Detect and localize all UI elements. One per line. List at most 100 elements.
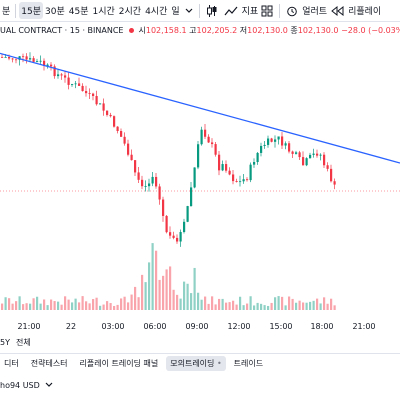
candle-body (95, 95, 98, 105)
candle-body (39, 60, 42, 62)
time-axis: 21:00 22 03:00 06:00 09:00 12:00 15:00 1… (0, 318, 400, 336)
candle-body (137, 172, 140, 180)
volume-bar (316, 298, 319, 310)
volume-bar (165, 269, 168, 310)
close-label: 종 (290, 25, 298, 35)
volume-bar (151, 243, 154, 310)
time-label: 22 (65, 322, 77, 331)
volume-bar (123, 296, 126, 310)
volume-bar (291, 298, 294, 310)
volume-bar (50, 299, 53, 310)
candle-body (267, 138, 270, 145)
timeframe-1h[interactable]: 1시간 (92, 7, 115, 17)
candlesticks (1, 52, 336, 247)
volume-bar (270, 302, 273, 310)
candle-body (74, 83, 77, 85)
volume-bar (88, 303, 91, 310)
volume-bar (25, 303, 28, 310)
ohlc-values: 시102,158.1 고102,205.2 저102,130.0 종102,13… (139, 25, 400, 36)
volume-bar (148, 262, 151, 310)
volume-bar (267, 305, 270, 310)
replay-rewind-icon[interactable] (330, 5, 344, 16)
timeframe-45m[interactable]: 45분 (68, 7, 89, 17)
candle-body (102, 103, 105, 111)
tab-pine-editor[interactable]: 디터 (4, 359, 19, 368)
range-5y[interactable]: 5Y (0, 338, 10, 347)
candle-body (204, 129, 207, 137)
replay-button[interactable]: 리플레이 (348, 7, 382, 17)
timeframe-4h[interactable]: 4시간 (145, 7, 168, 17)
timeframe-15m[interactable]: 15분 (19, 2, 44, 19)
range-all[interactable]: 전체 (15, 338, 31, 347)
trend-line[interactable] (0, 52, 400, 164)
volume-bar (46, 305, 49, 310)
time-label: 03:00 (101, 322, 125, 331)
candle-body (53, 66, 56, 77)
layout-grid-icon[interactable] (261, 5, 273, 17)
candle-body (18, 56, 21, 60)
symbol-title[interactable]: UAL CONTRACT · 15 · BINANCE (0, 25, 124, 35)
volume-bar (1, 303, 4, 310)
candle-body (295, 152, 298, 154)
indicators-button[interactable]: 지표 (241, 7, 259, 17)
indicators-icon[interactable] (224, 5, 238, 17)
volume-bar (92, 299, 95, 310)
volume-bar (64, 296, 67, 310)
volume-bar (253, 305, 256, 310)
candle-body (190, 187, 193, 207)
timeframe-30m[interactable]: 30분 (45, 7, 65, 17)
tab-trade[interactable]: 트레이드 (233, 359, 264, 368)
candle-body (151, 176, 154, 184)
chevron-down-icon (45, 381, 53, 390)
candle-body (221, 164, 224, 171)
alarm-clock-icon[interactable] (286, 5, 298, 17)
candle-body (109, 114, 112, 117)
volume-bar (8, 298, 11, 310)
timeframe-2h[interactable]: 2시간 (118, 7, 142, 17)
candle-body (50, 64, 53, 67)
time-label: 21:00 (17, 322, 41, 331)
volume-bar (277, 296, 280, 310)
candle-body (270, 138, 273, 142)
account-name: ho94 USD (0, 380, 40, 390)
timeframe-minutes-cut[interactable]: 분 (2, 7, 11, 17)
volume-bar (116, 304, 119, 310)
candle-body (207, 136, 210, 143)
candle-body (15, 59, 18, 61)
candle-body (246, 179, 249, 181)
candle-body (232, 174, 235, 182)
volume-bar (130, 294, 133, 310)
volume-bar (85, 301, 88, 310)
timeframe-day[interactable]: 일 (171, 7, 180, 17)
tab-paper-trading[interactable]: 모의트레이딩 • (166, 356, 226, 371)
time-label: 18:00 (310, 322, 334, 331)
volume-bar (309, 301, 312, 310)
volume-bar (333, 305, 336, 310)
price-chart[interactable] (0, 37, 400, 318)
candle-body (319, 154, 322, 156)
alert-button[interactable]: 얼러트 (302, 7, 328, 17)
candle-body (134, 160, 137, 173)
volume-bar (141, 274, 144, 310)
tab-strategy-tester[interactable]: 전략테스터 (30, 359, 68, 368)
chevron-down-icon[interactable] (185, 8, 193, 14)
volume-bar (305, 302, 308, 310)
candle-body (235, 181, 238, 183)
candle-body (183, 221, 186, 233)
candle-body (326, 165, 329, 169)
candle-body (172, 235, 175, 238)
candle-body (165, 215, 168, 233)
volume-bar (263, 305, 266, 310)
account-selector[interactable]: ho94 USD (0, 378, 53, 392)
open-label: 시 (138, 25, 146, 35)
candle-body (120, 130, 123, 137)
candle-body (239, 181, 242, 183)
candle-body (316, 153, 319, 156)
candle-body (106, 110, 109, 115)
volume-bar (109, 303, 112, 310)
candle-body (228, 170, 231, 175)
candlestick-icon[interactable] (206, 4, 218, 18)
volume-bar (11, 303, 14, 310)
volume-bar (207, 303, 210, 310)
tab-replay-trading-panel[interactable]: 리플레이 트레이딩 패널 (79, 359, 159, 368)
